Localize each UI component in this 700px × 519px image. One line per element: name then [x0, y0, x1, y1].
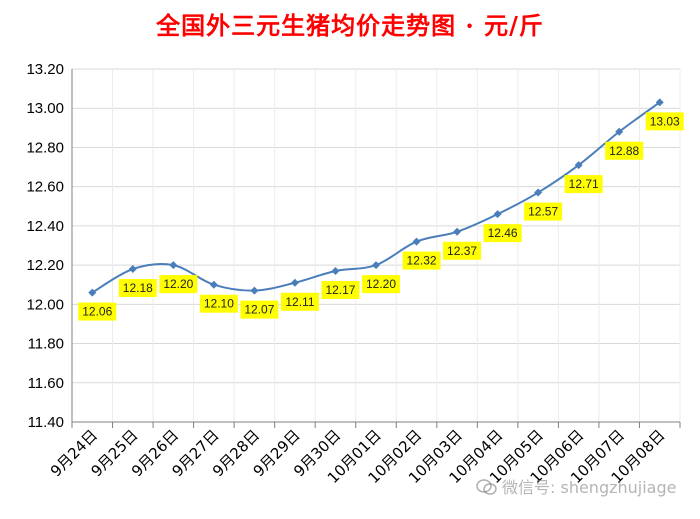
chart-title: 全国外三元生猪均价走势图 · 元/斤	[156, 11, 544, 40]
data-label-box	[240, 300, 279, 319]
y-tick-label: 11.40	[28, 414, 64, 431]
data-labels: 12.06 12.18 12.20 12.10 12.07 12.11 12.17 12.20…	[78, 112, 684, 321]
data-point	[412, 237, 421, 246]
data-label: 12.32	[402, 251, 441, 270]
data-point	[453, 227, 462, 236]
data-label: 12.37	[443, 241, 482, 260]
data-label-text: 12.07	[244, 303, 274, 317]
data-label-text: 12.46	[488, 226, 518, 240]
data-label-text: 12.06	[82, 305, 112, 319]
data-point	[493, 210, 502, 219]
y-tick-label: 13.20	[26, 61, 64, 78]
y-tick-label: 11.80	[28, 336, 64, 353]
data-label-box	[483, 224, 522, 243]
data-label-text: 12.57	[528, 205, 558, 219]
y-tick-label: 12.80	[26, 139, 64, 156]
data-label-box	[78, 302, 117, 321]
data-point	[209, 280, 218, 289]
data-label-text: 12.37	[447, 244, 477, 258]
data-point	[655, 98, 664, 107]
data-label: 12.71	[564, 175, 603, 194]
data-point	[574, 161, 583, 170]
data-label-text: 12.71	[569, 177, 599, 191]
data-label: 12.06	[78, 302, 117, 321]
watermark: 微信号: shengzhujiage	[476, 474, 676, 500]
data-point	[88, 288, 97, 297]
data-point	[372, 261, 380, 270]
wechat-icon	[476, 478, 498, 500]
data-label: 12.07	[240, 300, 279, 319]
data-label: 12.46	[483, 224, 522, 243]
data-label-text: 12.88	[609, 144, 639, 158]
watermark-text: 微信号: shengzhujiage	[502, 478, 677, 497]
data-point	[250, 286, 259, 295]
data-label-text: 12.20	[366, 277, 396, 291]
data-point	[615, 127, 624, 136]
y-tick-label: 12.20	[26, 257, 64, 274]
data-label: 12.88	[605, 141, 644, 160]
data-point	[331, 266, 340, 275]
data-label-box	[118, 279, 157, 298]
data-label: 13.03	[645, 112, 684, 131]
y-tick-label: 11.60	[28, 375, 64, 392]
y-tick-label: 12.00	[26, 296, 64, 313]
data-label-text: 13.03	[650, 114, 680, 128]
data-label: 12.20	[362, 275, 400, 294]
data-label: 12.17	[321, 280, 360, 299]
data-point	[169, 261, 178, 270]
data-label-text: 12.20	[163, 277, 193, 291]
data-label-box	[159, 275, 198, 294]
data-label-text: 12.32	[407, 254, 437, 268]
data-label-text: 12.10	[204, 297, 234, 311]
data-label-box	[645, 112, 684, 131]
data-label-box	[199, 294, 238, 313]
y-tick-labels: 11.40 11.60 11.80 12.00 12.20 12.40 12.60 12.80…	[26, 61, 64, 431]
data-label-box	[321, 280, 360, 299]
data-point	[534, 188, 543, 197]
data-label: 12.10	[199, 294, 238, 313]
data-label-box	[605, 141, 644, 160]
gridlines	[71, 68, 681, 423]
data-label: 12.57	[524, 202, 563, 221]
data-label-box	[362, 275, 400, 294]
data-point	[128, 265, 137, 274]
data-label-box	[524, 202, 563, 221]
data-label-box	[402, 251, 441, 270]
axes	[71, 69, 681, 428]
data-label-text: 12.11	[285, 295, 314, 309]
data-point	[290, 278, 299, 287]
data-label: 12.11	[280, 292, 319, 311]
y-tick-label: 13.00	[26, 100, 64, 117]
data-label: 12.18	[118, 279, 157, 298]
data-label-text: 12.18	[123, 281, 153, 295]
y-tick-label: 12.40	[26, 218, 64, 235]
data-label-box	[564, 175, 603, 194]
data-label-box	[280, 292, 319, 311]
y-tick-label: 12.60	[26, 179, 64, 196]
data-label-box	[443, 241, 482, 260]
data-label: 12.20	[159, 275, 198, 294]
data-points	[88, 98, 664, 297]
data-label-text: 12.17	[325, 283, 355, 297]
